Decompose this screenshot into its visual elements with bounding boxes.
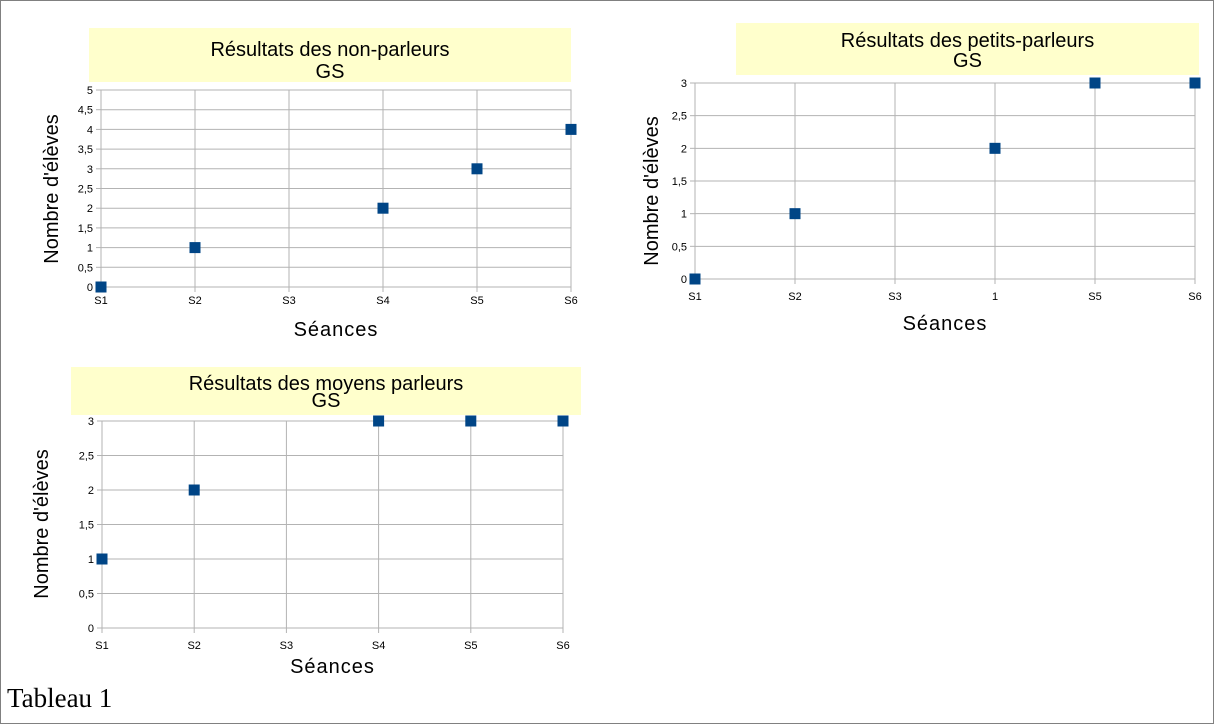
y-tick-label: 4,5 xyxy=(78,105,93,117)
x-tick-label: S5 xyxy=(464,640,477,652)
chart-title-line: Résultats des moyens parleurs xyxy=(189,373,464,395)
data-point-marker xyxy=(557,415,569,427)
y-tick-label: 2 xyxy=(87,203,93,215)
x-tick-label: S3 xyxy=(280,640,293,652)
x-tick-label: S1 xyxy=(95,640,108,652)
y-axis-title: Nombre d'élèves xyxy=(41,114,63,263)
y-tick-label: 1 xyxy=(87,243,93,255)
y-tick-label: 0,5 xyxy=(672,241,687,253)
data-point-marker xyxy=(465,415,477,427)
x-tick-label: S4 xyxy=(376,295,389,307)
data-point-marker xyxy=(1189,77,1201,89)
y-tick-label: 5 xyxy=(87,85,93,97)
x-tick-label: 1 xyxy=(992,291,998,303)
x-tick-label: S6 xyxy=(556,640,569,652)
data-point-marker xyxy=(95,281,107,293)
y-tick-label: 2 xyxy=(88,485,94,497)
table-caption: Tableau 1 xyxy=(7,683,113,713)
x-tick-label: S2 xyxy=(188,295,201,307)
chart-title-background xyxy=(89,28,571,82)
y-tick-label: 0,5 xyxy=(79,589,94,601)
data-point-marker xyxy=(689,273,701,285)
data-point-marker xyxy=(789,208,801,220)
y-axis-title: Nombre d'élèves xyxy=(641,116,663,265)
y-tick-label: 0 xyxy=(88,623,94,635)
x-tick-label: S6 xyxy=(564,295,577,307)
data-point-marker xyxy=(189,242,201,254)
x-axis-title: Séances xyxy=(290,656,375,678)
y-tick-label: 0,5 xyxy=(78,262,93,274)
x-axis-title: Séances xyxy=(903,313,988,335)
x-tick-label: S6 xyxy=(1188,291,1201,303)
x-tick-label: S2 xyxy=(788,291,801,303)
data-point-marker xyxy=(989,142,1001,154)
x-tick-label: S1 xyxy=(688,291,701,303)
data-point-marker xyxy=(373,415,385,427)
data-point-marker xyxy=(188,484,200,496)
chart-title-line: Résultats des petits-parleurs xyxy=(841,30,1094,52)
y-tick-label: 1,5 xyxy=(78,223,93,235)
x-tick-label: S3 xyxy=(282,295,295,307)
y-tick-label: 1,5 xyxy=(672,176,687,188)
y-tick-label: 0 xyxy=(681,274,687,286)
x-tick-label: S1 xyxy=(94,295,107,307)
y-tick-label: 2 xyxy=(681,143,687,155)
y-tick-label: 2,5 xyxy=(672,111,687,123)
y-tick-label: 3 xyxy=(681,78,687,90)
y-tick-label: 1 xyxy=(88,554,94,566)
y-axis-title: Nombre d'élèves xyxy=(31,449,53,598)
chart-title-line: GS xyxy=(953,50,982,72)
y-tick-label: 3,5 xyxy=(78,144,93,156)
y-tick-label: 2,5 xyxy=(79,451,94,463)
x-tick-label: S4 xyxy=(372,640,385,652)
x-axis-title: Séances xyxy=(294,319,379,341)
y-tick-label: 4 xyxy=(87,124,93,136)
y-tick-label: 3 xyxy=(87,164,93,176)
x-tick-label: S2 xyxy=(187,640,200,652)
y-tick-label: 1 xyxy=(681,209,687,221)
data-point-marker xyxy=(565,123,577,135)
x-tick-label: S5 xyxy=(1088,291,1101,303)
plot-area xyxy=(694,82,1196,280)
data-point-marker xyxy=(471,163,483,175)
y-tick-label: 1,5 xyxy=(79,520,94,532)
plot-area xyxy=(100,89,572,288)
chart-title-line: Résultats des non-parleurs xyxy=(210,39,449,61)
y-tick-label: 3 xyxy=(88,416,94,428)
y-tick-label: 0 xyxy=(87,282,93,294)
x-tick-label: S5 xyxy=(470,295,483,307)
data-point-marker xyxy=(1089,77,1101,89)
plot-area xyxy=(101,420,564,629)
y-tick-label: 2,5 xyxy=(78,184,93,196)
data-point-marker xyxy=(377,202,389,214)
chart-title-background xyxy=(71,367,581,415)
chart-title-background xyxy=(736,23,1199,75)
data-point-marker xyxy=(96,553,108,565)
chart-title-line: GS xyxy=(316,61,345,83)
x-tick-label: S3 xyxy=(888,291,901,303)
chart-title-line: GS xyxy=(312,390,341,412)
